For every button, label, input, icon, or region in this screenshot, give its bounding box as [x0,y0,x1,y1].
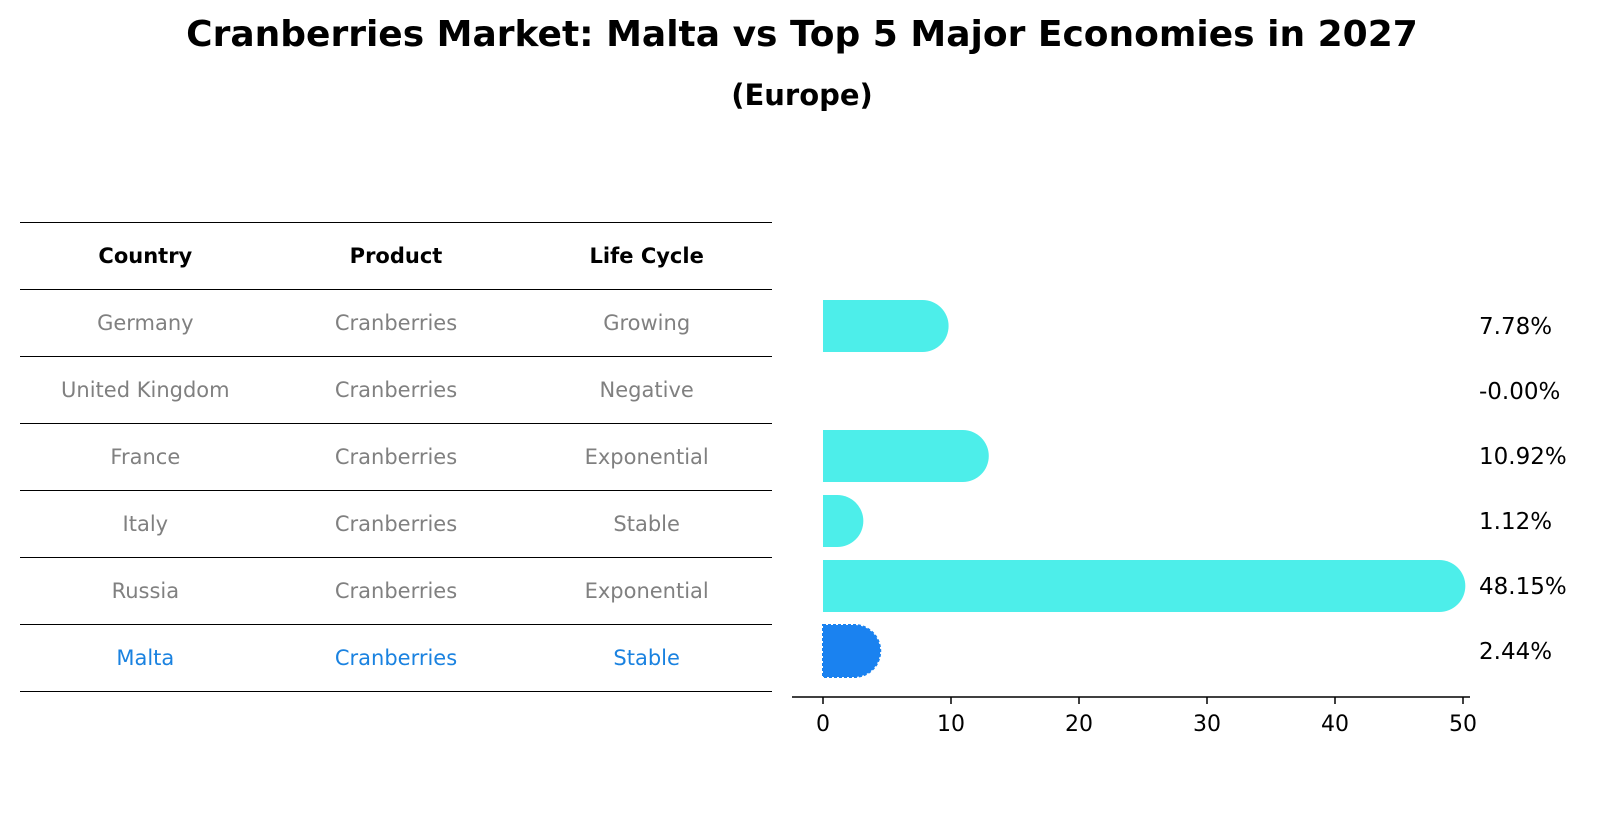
cell-country: Italy [122,512,169,536]
comparison-table: Country Product Life Cycle Germany Cranb… [20,222,772,692]
x-tick-label: 20 [1065,712,1093,737]
bar [823,430,989,482]
x-tick-label: 30 [1193,712,1221,737]
x-tick-label: 40 [1321,712,1349,737]
bar-value-label: 10.92% [1479,444,1567,470]
cell-product: Cranberries [334,512,458,536]
header-country: Country [98,244,193,268]
cell-country: United Kingdom [61,378,230,402]
table-header-row: Country Product Life Cycle [20,222,772,289]
cell-product: Cranberries [334,311,458,335]
cell-life-cycle: Stable [613,646,680,670]
cell-life-cycle: Exponential [584,579,709,603]
table-row-highlight: Malta Cranberries Stable [20,624,772,692]
cell-country: Russia [111,579,180,603]
cell-product: Cranberries [334,579,458,603]
x-tick-label: 50 [1449,712,1477,737]
cell-country: Germany [97,311,194,335]
cell-country: France [110,445,181,469]
cell-product: Cranberries [334,378,458,402]
header-product: Product [349,244,443,268]
chart-subtitle: (Europe) [731,78,873,112]
table-row: Germany Cranberries Growing [20,289,772,356]
cell-life-cycle: Stable [613,512,680,536]
chart-title: Cranberries Market: Malta vs Top 5 Major… [186,14,1418,55]
bar [823,300,949,352]
bar-value-label: 2.44% [1479,639,1552,665]
cell-life-cycle: Exponential [584,445,709,469]
bar-value-label: 7.78% [1479,314,1552,340]
bar [823,495,864,547]
cell-product: Cranberries [334,445,458,469]
bar-value-label: 1.12% [1479,509,1552,535]
cell-life-cycle: Negative [599,378,694,402]
bar-value-label: 48.15% [1479,574,1567,600]
table-row: Italy Cranberries Stable [20,490,772,557]
bar [823,560,1466,612]
table-row: United Kingdom Cranberries Negative [20,356,772,423]
cell-life-cycle: Growing [603,311,691,335]
cell-country: Malta [116,646,175,670]
bar-highlight [822,624,882,678]
x-tick-label: 10 [937,712,965,737]
cell-product: Cranberries [334,646,458,670]
table-row: Russia Cranberries Exponential [20,557,772,624]
header-life-cycle: Life Cycle [589,244,704,268]
table-row: France Cranberries Exponential [20,423,772,490]
x-tick-label: 0 [816,712,830,737]
bar-value-label: -0.00% [1479,379,1560,405]
